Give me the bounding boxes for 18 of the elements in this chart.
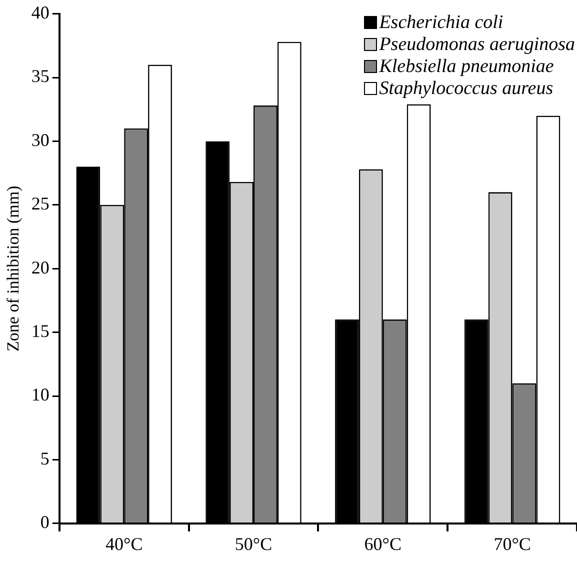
y-tick-label: 40 (31, 2, 50, 23)
y-tick-label: 35 (31, 66, 50, 86)
y-tick-label: 5 (40, 448, 50, 468)
legend-label: Pseudomonas aeruginosa (379, 34, 575, 56)
legend-label: Klebsiella pneumoniae (379, 56, 554, 78)
x-tick-label: 50°C (234, 534, 272, 554)
y-tick-label: 0 (40, 512, 50, 532)
y-axis-title: Zone of inhibition (mm) (4, 186, 23, 352)
x-tick-label: 40°C (105, 534, 143, 554)
y-tick-label: 10 (31, 384, 50, 405)
x-tick-label: 70°C (494, 534, 531, 554)
y-tick-label: 20 (31, 257, 50, 278)
legend-label: Escherichia coli (379, 12, 504, 34)
legend-label: Staphylococcus aureus (379, 78, 554, 100)
y-tick-label: 25 (31, 194, 50, 214)
y-tick-label: 15 (31, 321, 50, 342)
y-tick-label: 30 (31, 130, 50, 150)
x-tick-label: 60°C (364, 534, 402, 554)
